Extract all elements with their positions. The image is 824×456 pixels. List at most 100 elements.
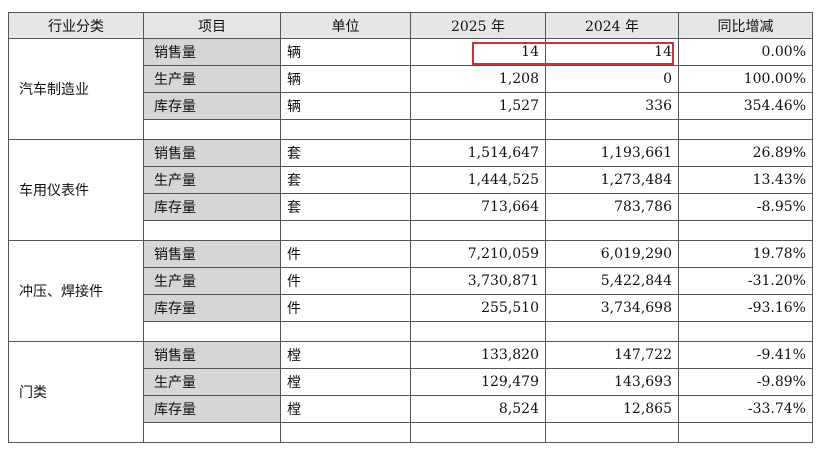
- value-2025: 7,210,059: [410, 240, 546, 268]
- blank-cell: [678, 321, 813, 342]
- data-row: 门类 销售量樘 133,820 147,722 -9.41%: [8, 341, 813, 443]
- value-2025: 133,820: [410, 341, 546, 369]
- item-cell: 库存量: [143, 395, 281, 423]
- item-cell: 库存量: [143, 92, 281, 120]
- unit-cell: 辆: [280, 92, 411, 120]
- header-cell: 2024 年: [545, 12, 679, 39]
- value-2024: 0: [545, 65, 679, 93]
- value-2024: 143,693: [545, 368, 679, 396]
- blank-cell: [143, 422, 281, 443]
- blank-cell: [678, 422, 813, 443]
- industry-cell: 车用仪表件: [8, 139, 144, 241]
- yoy-change: 100.00%: [678, 65, 813, 93]
- value-2024: 783,786: [545, 193, 679, 221]
- value-2025: 129,479: [410, 368, 546, 396]
- value-2024: 336: [545, 92, 679, 120]
- value-2025: 14: [410, 38, 546, 66]
- unit-cell: 件: [280, 267, 411, 295]
- blank-cell: [280, 220, 411, 241]
- item-cell: 库存量: [143, 193, 281, 221]
- blank-cell: [545, 321, 679, 342]
- value-2025: 3,730,871: [410, 267, 546, 295]
- unit-cell: 套: [280, 139, 411, 167]
- blank-cell: [678, 119, 813, 140]
- yoy-change: 13.43%: [678, 166, 813, 194]
- unit-cell: 樘: [280, 395, 411, 423]
- data-row: 生产量件 3,730,871 5,422,844 -31.20%: [9, 267, 813, 295]
- blank-cell: [143, 119, 281, 140]
- item-cell: 生产量: [143, 267, 281, 295]
- value-2024: 14: [545, 38, 679, 66]
- data-row: 库存量樘 8,524 12,865 -33.74%: [9, 395, 813, 423]
- value-2024: 3,734,698: [545, 294, 679, 322]
- yoy-change: 0.00%: [678, 38, 813, 66]
- production-sales-table: 行业分类 项目 单位 2025 年 2024 年同比增减 汽车制造业 销售量辆 14 14 0.0…: [8, 12, 813, 443]
- item-cell: 销售量: [143, 38, 281, 66]
- blank-cell: [678, 220, 813, 241]
- item-cell: 销售量: [143, 341, 281, 369]
- blank-cell: [545, 119, 679, 140]
- unit-cell: 辆: [280, 65, 411, 93]
- value-2024: 1,273,484: [545, 166, 679, 194]
- header-cell: 单位: [280, 12, 411, 39]
- value-2025: 1,527: [410, 92, 546, 120]
- unit-cell: 樘: [280, 368, 411, 396]
- data-row: 生产量辆 1,208 0 100.00%: [9, 65, 813, 93]
- unit-cell: 件: [280, 240, 411, 268]
- header-cell: 同比增减: [678, 12, 813, 39]
- blank-cell: [280, 422, 411, 443]
- data-row: 库存量辆 1,527 336 354.46%: [9, 92, 813, 120]
- value-2025: 8,524: [410, 395, 546, 423]
- unit-cell: 件: [280, 294, 411, 322]
- data-row: 库存量套 713,664 783,786 -8.95%: [9, 193, 813, 221]
- blank-cell: [410, 119, 546, 140]
- value-2024: 5,422,844: [545, 267, 679, 295]
- blank-cell: [143, 220, 281, 241]
- item-cell: 生产量: [143, 166, 281, 194]
- blank-cell: [280, 119, 411, 140]
- yoy-change: 26.89%: [678, 139, 813, 167]
- industry-cell: 冲压、焊接件: [8, 240, 144, 342]
- blank-cell: [545, 220, 679, 241]
- item-cell: 销售量: [143, 139, 281, 167]
- value-2025: 713,664: [410, 193, 546, 221]
- header-cell: 2025 年: [410, 12, 546, 39]
- header-cell: 项目: [143, 12, 281, 39]
- value-2024: 12,865: [545, 395, 679, 423]
- value-2024: 1,193,661: [545, 139, 679, 167]
- blank-cell: [143, 321, 281, 342]
- yoy-change: -9.41%: [678, 341, 813, 369]
- item-cell: 库存量: [143, 294, 281, 322]
- yoy-change: -9.89%: [678, 368, 813, 396]
- table-body: 行业分类 项目 单位 2025 年 2024 年同比增减 汽车制造业 销售量辆 14 14 0.0…: [8, 12, 813, 443]
- data-row: 冲压、焊接件 销售量件 7,210,059 6,019,290 19.78%: [8, 240, 813, 342]
- yoy-change: -93.16%: [678, 294, 813, 322]
- yoy-change: -31.20%: [678, 267, 813, 295]
- blank-cell: [545, 422, 679, 443]
- unit-cell: 辆: [280, 38, 411, 66]
- data-row: 库存量件 255,510 3,734,698 -93.16%: [9, 294, 813, 322]
- blank-cell: [410, 422, 546, 443]
- unit-cell: 套: [280, 193, 411, 221]
- industry-cell: 汽车制造业: [8, 38, 144, 140]
- blank-cell: [410, 321, 546, 342]
- blank-row: [9, 220, 813, 241]
- data-row: 生产量樘 129,479 143,693 -9.89%: [9, 368, 813, 396]
- blank-cell: [280, 321, 411, 342]
- data-row: 汽车制造业 销售量辆 14 14 0.00%: [8, 38, 813, 140]
- blank-cell: [410, 220, 546, 241]
- header-cell: 行业分类: [8, 12, 144, 39]
- yoy-change: 19.78%: [678, 240, 813, 268]
- yoy-change: -8.95%: [678, 193, 813, 221]
- unit-cell: 樘: [280, 341, 411, 369]
- yoy-change: 354.46%: [678, 92, 813, 120]
- header-row: 行业分类 项目 单位 2025 年 2024 年同比增减: [8, 12, 813, 39]
- value-2025: 1,514,647: [410, 139, 546, 167]
- value-2024: 6,019,290: [545, 240, 679, 268]
- value-2025: 255,510: [410, 294, 546, 322]
- blank-row: [9, 422, 813, 443]
- value-2024: 147,722: [545, 341, 679, 369]
- industry-cell: 门类: [8, 341, 144, 443]
- item-cell: 生产量: [143, 368, 281, 396]
- unit-cell: 套: [280, 166, 411, 194]
